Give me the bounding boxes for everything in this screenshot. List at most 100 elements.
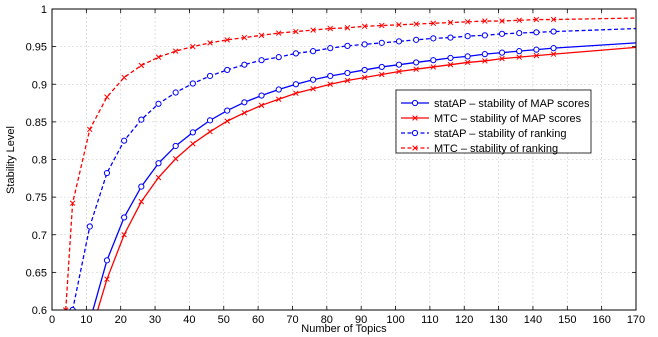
x-tick-label: 20 — [115, 314, 127, 326]
x-tick-label: 30 — [149, 314, 161, 326]
data-point — [241, 34, 248, 41]
x-tick-label: 150 — [558, 314, 576, 326]
data-point — [155, 100, 162, 107]
data-point — [292, 50, 300, 57]
data-point — [293, 90, 299, 97]
data-point — [258, 92, 265, 99]
y-tick-label: 0.85 — [26, 117, 47, 129]
x-tick-label: 50 — [218, 314, 230, 326]
legend: statAP – stability of MAP scores MTC – st… — [395, 89, 592, 155]
data-point — [241, 99, 248, 106]
data-point — [430, 64, 437, 70]
data-point — [206, 117, 214, 124]
data-point — [379, 71, 385, 78]
data-point — [413, 66, 419, 72]
data-point — [121, 74, 127, 81]
x-axis-label: Number of Topics — [301, 323, 387, 335]
data-point — [516, 54, 522, 60]
data-point — [396, 22, 402, 28]
data-point — [155, 160, 162, 167]
legend-marker — [412, 115, 418, 121]
data-point — [62, 307, 69, 310]
legend-label: statAP – stability of MAP scores — [434, 98, 590, 110]
data-point — [138, 62, 145, 69]
x-tick-label: 120 — [455, 314, 473, 326]
data-point — [138, 183, 145, 190]
x-tick-label: 160 — [592, 314, 610, 326]
data-point — [395, 38, 403, 45]
data-point — [121, 137, 128, 144]
data-point — [482, 58, 488, 64]
data-point — [464, 53, 471, 60]
data-point — [533, 16, 540, 23]
data-point — [206, 72, 214, 80]
data-point — [430, 20, 437, 27]
x-tick-label: 130 — [489, 314, 507, 326]
legend-box — [395, 89, 592, 154]
data-point — [361, 74, 368, 81]
data-point — [516, 29, 523, 37]
data-point — [533, 46, 540, 53]
data-point — [138, 198, 145, 205]
y-axis-label: Stability Level — [5, 126, 17, 194]
data-point — [190, 43, 196, 50]
data-point — [344, 25, 351, 31]
data-point — [413, 21, 419, 27]
data-point — [293, 28, 299, 35]
data-point — [378, 39, 385, 46]
data-point — [413, 36, 420, 43]
data-point — [447, 61, 454, 68]
data-point — [309, 76, 317, 83]
data-point — [550, 28, 557, 35]
legend-label: MTC – stability of ranking — [434, 143, 558, 155]
y-tick-label: 0.6 — [32, 305, 47, 317]
data-point — [430, 35, 437, 42]
data-point — [361, 66, 368, 74]
data-point — [258, 102, 265, 109]
data-point — [498, 30, 506, 37]
data-point — [104, 94, 110, 100]
data-point — [138, 116, 145, 123]
data-point — [379, 22, 385, 29]
data-point — [87, 126, 93, 133]
data-point — [241, 61, 248, 68]
data-point — [327, 81, 334, 88]
legend-marker — [411, 99, 419, 107]
x-tick-label: 90 — [355, 314, 367, 326]
x-tick-label: 0 — [49, 314, 55, 326]
data-point — [533, 29, 540, 36]
data-point — [481, 32, 488, 39]
data-point — [172, 48, 179, 54]
x-tick-label: 110 — [421, 314, 439, 326]
data-point — [464, 32, 471, 40]
data-point — [498, 49, 506, 56]
data-point — [430, 57, 437, 64]
data-point — [155, 54, 162, 60]
legend-marker — [412, 145, 418, 151]
axis-ticks: 0 10 20 30 40 50 60 70 80 90 100 110 120 130 140 150 160… — [26, 4, 646, 326]
x-tick-label: 40 — [183, 314, 195, 326]
data-point — [104, 276, 110, 282]
data-point — [344, 77, 351, 84]
data-point — [189, 80, 196, 87]
data-point — [378, 63, 385, 71]
data-point — [121, 214, 128, 221]
y-tick-label: 0.95 — [26, 42, 47, 54]
data-point — [447, 19, 454, 26]
data-point — [395, 61, 403, 68]
x-tick-label: 100 — [386, 314, 404, 326]
data-point — [361, 41, 368, 48]
data-point — [103, 169, 111, 177]
data-point — [413, 59, 420, 66]
data-point — [275, 96, 282, 103]
data-point — [464, 59, 471, 66]
data-point — [550, 45, 557, 52]
data-point — [344, 69, 351, 77]
legend-label: MTC – stability of MAP scores — [434, 113, 582, 125]
y-tick-label: 0.65 — [26, 267, 47, 279]
data-point — [224, 66, 231, 74]
series-group — [92, 42, 636, 310]
data-point — [224, 37, 230, 43]
y-tick-label: 0.8 — [32, 155, 47, 167]
